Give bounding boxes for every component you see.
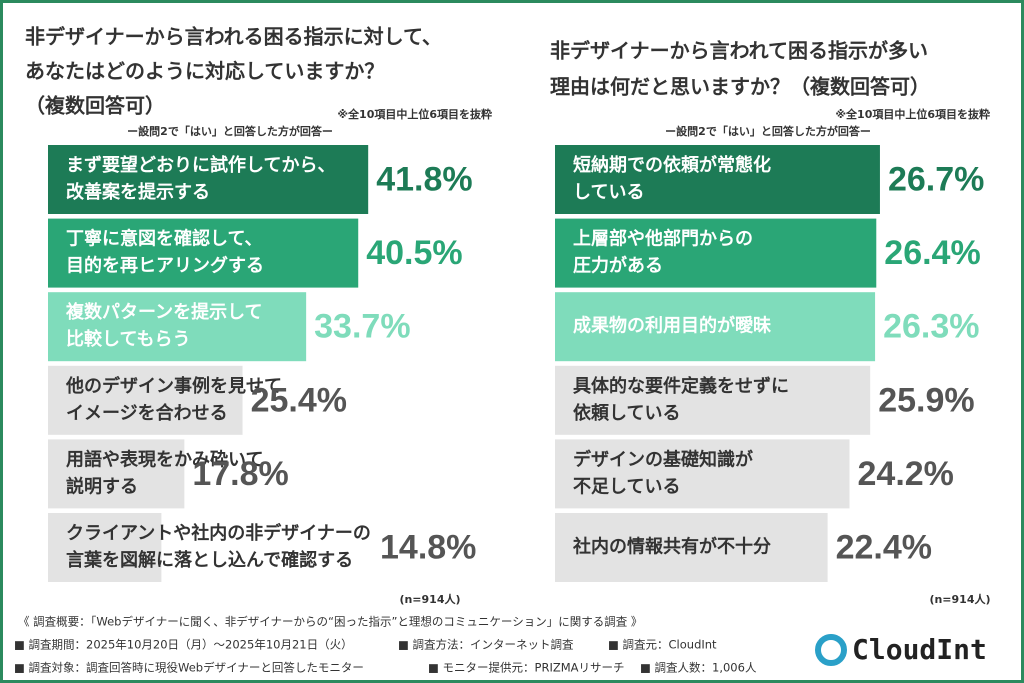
bar (48, 365, 243, 435)
bar (555, 292, 876, 362)
bar (48, 292, 307, 362)
category-label: 不足している (573, 476, 680, 497)
category-label: 成果物の利用目的が曖昧 (573, 315, 772, 337)
category-label: デザインの基礎知識が (573, 448, 753, 470)
survey-item: ■ 調査元：CloudInt (608, 638, 717, 652)
category-label: 改善案を提示する (66, 181, 210, 203)
bar (555, 145, 880, 214)
subnote: ー設問2で「はい」と回答した方が回答ー (127, 124, 333, 138)
bar (48, 145, 369, 214)
survey-item: ■ 調査人数：1,006人 (640, 661, 757, 675)
chart-title: 理由は何だと思いますか？（複数回答可） (550, 75, 930, 99)
sample-size: (n=914人) (399, 592, 460, 606)
value-label: 26.3% (883, 308, 979, 346)
value-label: 33.7% (314, 308, 410, 346)
category-label: している (573, 182, 644, 203)
bar (48, 439, 185, 509)
survey-item: ■ 調査対象：調査回答時に現役Webデザイナーと回答したモニター (14, 661, 364, 675)
value-label: 25.4% (251, 381, 347, 419)
note: ※全10項目中上位6項目を抜粋 (337, 107, 492, 121)
logo: CloudInt (852, 633, 987, 666)
category-label: クライアントや社内の非デザイナーの (66, 522, 371, 544)
category-label: 依頼している (573, 402, 680, 424)
bar (555, 218, 877, 288)
sample-size: (n=914人) (929, 592, 990, 606)
category-label: 説明する (66, 475, 138, 497)
value-label: 25.9% (878, 381, 974, 419)
chart-title: 非デザイナーから言われて困る指示が多い (550, 39, 928, 63)
chart-title: （複数回答可） (25, 94, 165, 118)
logo-icon (815, 634, 847, 666)
category-label: 社内の情報共有が不十分 (573, 536, 771, 558)
category-label: 他のデザイン事例を見せて (65, 375, 282, 397)
survey-title: 《 調査概要：「Webデザイナーに聞く、非デザイナーからの“困った指示”と理想の… (18, 615, 642, 629)
survey-item: ■ 調査期間：2025年10月20日（月）～2025年10月21日（火） (14, 638, 353, 652)
bar (48, 218, 359, 288)
value-label: 24.2% (858, 455, 954, 493)
note: ※全10項目中上位6項目を抜粋 (835, 107, 990, 121)
bar (555, 439, 850, 509)
category-label: 複数パターンを提示して (65, 301, 263, 323)
bar (48, 513, 162, 582)
category-label: まず要望どおりに試作してから、 (66, 154, 335, 176)
category-label: 圧力がある (573, 255, 663, 277)
survey-item: ■ モニター提供元：PRIZMAリサーチ (428, 661, 625, 675)
survey-item: ■ 調査方法：インターネット調査 (398, 638, 574, 652)
category-label: 目的を再ヒアリングする (66, 255, 264, 277)
chart-title: 非デザイナーから言われる困る指示に対して、 (25, 25, 442, 49)
bar (555, 365, 871, 435)
category-label: 言葉を図解に落とし込んで確認する (66, 549, 353, 571)
category-label: 上層部や他部門からの (573, 228, 753, 250)
value-label: 41.8% (376, 160, 472, 198)
subnote: ー設問2で「はい」と回答した方が回答ー (665, 124, 871, 138)
bar (555, 513, 828, 582)
value-label: 26.7% (888, 160, 984, 198)
category-label: 用語や表現をかみ砕いて (66, 448, 263, 470)
value-label: 40.5% (366, 234, 462, 272)
value-label: 26.4% (884, 234, 980, 272)
category-label: 丁寧に意図を確認して、 (66, 228, 263, 250)
category-label: イメージを合わせる (66, 402, 228, 424)
value-label: 22.4% (836, 528, 932, 566)
chart-title: あなたはどのように対応していますか？ (25, 59, 384, 83)
category-label: 比較してもらう (66, 328, 191, 350)
category-label: 具体的な要件定義をせずに (573, 375, 789, 397)
value-label: 17.8% (192, 455, 288, 493)
category-label: 短納期での依頼が常態化 (573, 154, 771, 176)
value-label: 14.8% (380, 528, 476, 566)
